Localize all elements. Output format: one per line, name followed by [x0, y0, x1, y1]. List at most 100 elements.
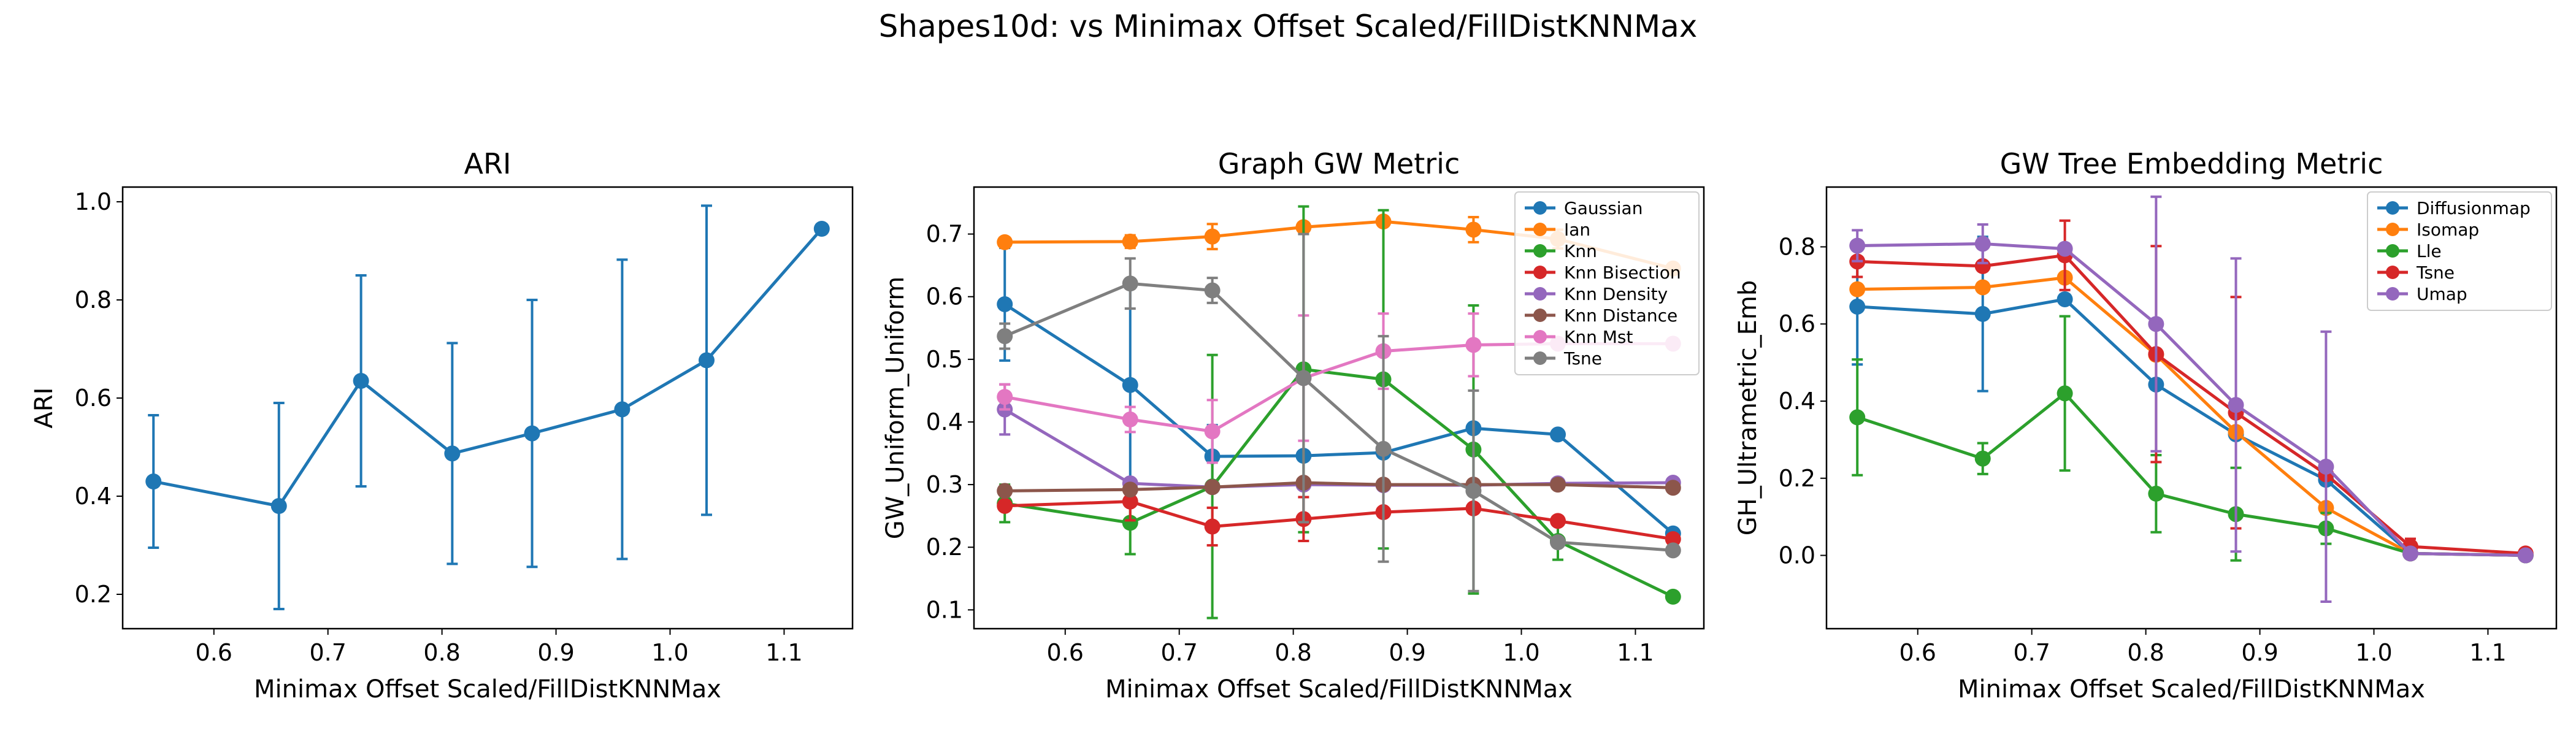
legend-marker [2386, 223, 2399, 236]
y-tick-label: 0.4 [75, 483, 112, 510]
data-point [1204, 423, 1221, 440]
legend-marker [1533, 223, 1547, 236]
data-point [1204, 282, 1221, 299]
data-point [997, 483, 1013, 499]
legend-label: Tsne [2416, 263, 2455, 283]
legend-marker [1533, 266, 1547, 279]
legend-label: Knn Bisection [1564, 263, 1681, 283]
x-tick-label: 0.9 [537, 639, 574, 666]
data-point [1295, 370, 1312, 386]
legend-label: Isomap [2417, 220, 2479, 240]
y-tick-label: 0.4 [1779, 388, 1815, 415]
data-point [1204, 518, 1221, 535]
series-line [1004, 367, 1674, 599]
series-line [1005, 481, 1673, 493]
data-point [997, 234, 1013, 250]
data-point [1122, 493, 1138, 510]
y-tick-label: 0.2 [926, 534, 963, 561]
data-point [1665, 531, 1681, 547]
legend-box [1514, 191, 1700, 375]
y-tick-label: 0.6 [926, 283, 963, 310]
legend-marker [1533, 309, 1547, 322]
data-point [2318, 458, 2334, 475]
legend-label: Tsne [1563, 348, 1602, 369]
series-isomap [1849, 269, 2534, 564]
y-tick-label: 0.2 [75, 581, 112, 608]
axes-frame [973, 186, 1705, 630]
x-tick-label: 0.8 [423, 639, 460, 666]
data-point [145, 473, 162, 489]
data-point [1849, 237, 1866, 254]
data-point [1465, 221, 1482, 238]
data-point [2402, 545, 2418, 562]
data-point [1849, 409, 1866, 426]
y-tick-label: 0.5 [926, 346, 963, 373]
y-tick-label: 0.0 [1779, 542, 1815, 569]
legend-label: Knn [1564, 241, 1597, 261]
series-line [1857, 297, 2526, 558]
series-line [1857, 391, 2526, 558]
y-axis-label: ARI [30, 388, 58, 429]
data-point [1974, 279, 1991, 296]
series-tsne [997, 232, 1681, 592]
data-point [1465, 337, 1482, 353]
series-line [1004, 282, 1673, 552]
x-tick-label: 0.8 [2127, 639, 2164, 666]
y-tick-label: 0.6 [75, 385, 112, 412]
y-tick-label: 0.7 [926, 221, 963, 248]
data-point [1122, 233, 1138, 250]
series-1 [145, 204, 830, 610]
y-tick-label: 1.0 [75, 188, 112, 215]
axes-frame [1825, 186, 2558, 630]
legend-marker [2386, 201, 2399, 215]
data-point [997, 497, 1013, 514]
panels: ARI 0.6 0.7 0.8 0.9 1.0 1.1 0.2 0.4 0.6 0.8 1.0 Mini… [30, 147, 2558, 703]
legend-marker [2386, 266, 2399, 279]
x-axis-label: Minimax Offset Scaled/FillDistKNNMax [254, 675, 721, 703]
panel-1: ARI 0.6 0.7 0.8 0.9 1.0 1.1 0.2 0.4 0.6 0.8 1.0 Mini… [30, 147, 854, 703]
data-point [2057, 385, 2073, 402]
data-point [1849, 298, 1866, 315]
data-point [1204, 479, 1221, 496]
y-axis-label: GW_Uniform_Uniform [881, 277, 910, 540]
legend-box [2367, 191, 2552, 311]
legend-marker [1533, 330, 1547, 343]
legend-label: Knn Density [1564, 284, 1668, 304]
panel-2: Graph GW Metric 0.6 0.7 0.8 0.9 1.0 1.1 0.1 0.2 0… [881, 147, 1705, 703]
data-point [1122, 481, 1138, 498]
x-tick-label: 0.8 [1275, 639, 1311, 666]
y-tick-label: 0.8 [1779, 233, 1815, 260]
y-tick-label: 0.3 [926, 471, 963, 498]
legend-label: Ian [1564, 220, 1590, 240]
y-tick-label: 0.6 [1779, 310, 1815, 337]
panel-title: GW Tree Embedding Metric [2000, 147, 2383, 180]
data-point [813, 221, 830, 237]
series-umap [1849, 195, 2534, 603]
data-point [2148, 485, 2164, 502]
series-line [1005, 500, 1674, 541]
data-point [1974, 450, 1991, 467]
legend-label: Knn Distance [1564, 305, 1677, 326]
data-point [2228, 397, 2244, 413]
panel-title: ARI [464, 147, 512, 180]
data-point [1974, 236, 1991, 252]
data-point [1122, 515, 1138, 531]
data-point [1122, 377, 1138, 393]
legend-marker [2386, 244, 2399, 258]
data-point [1122, 411, 1138, 427]
x-tick-label: 1.1 [765, 639, 802, 666]
data-point [699, 352, 715, 369]
series-knn-distance [997, 475, 1681, 499]
legend-marker [1533, 287, 1547, 301]
x-tick-label: 0.9 [1389, 639, 1425, 666]
data-point [1122, 275, 1138, 292]
legend-marker [1533, 244, 1547, 258]
data-point [997, 389, 1013, 405]
legend-marker [2386, 287, 2399, 301]
series-line [1857, 242, 2526, 558]
data-point [1665, 588, 1681, 605]
data-point [353, 373, 369, 389]
x-axis-label: Minimax Offset Scaled/FillDistKNNMax [1958, 675, 2425, 703]
